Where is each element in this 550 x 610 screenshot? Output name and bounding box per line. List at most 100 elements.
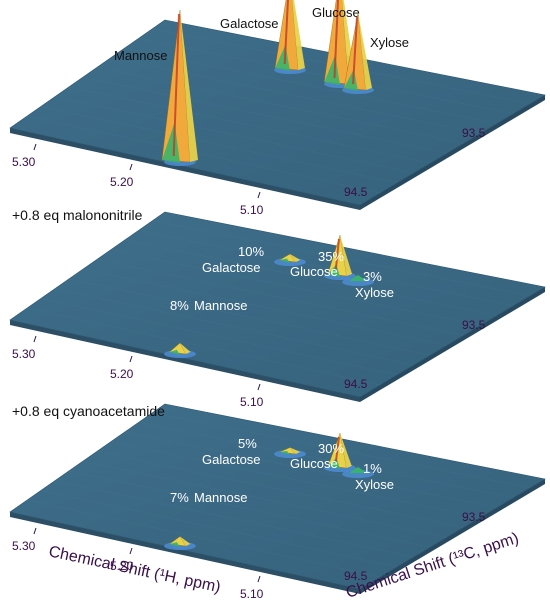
peak-ridge bbox=[333, 0, 340, 79]
x-tick-mark bbox=[33, 527, 37, 535]
x-tick-mark bbox=[129, 547, 133, 555]
peak-label-galactose: Galactose bbox=[220, 16, 279, 31]
peak-cone-side bbox=[180, 343, 191, 354]
peak-label-glucose: Glucose bbox=[312, 5, 360, 20]
x-tick-mark bbox=[33, 335, 37, 343]
surface-noise-line bbox=[124, 431, 497, 508]
x-tick-mark bbox=[257, 191, 261, 199]
peak-cone-side bbox=[180, 10, 198, 162]
peak-cone-side bbox=[180, 536, 191, 546]
spectrum-surface bbox=[9, 403, 546, 590]
surface-noise-line bbox=[26, 115, 381, 194]
y-tick-label: 94.5 bbox=[344, 569, 368, 583]
surface-noise-line bbox=[68, 86, 431, 164]
peak-ridge bbox=[172, 13, 180, 157]
surface-noise-line bbox=[138, 230, 514, 306]
y-tick-label: 93.5 bbox=[462, 126, 486, 140]
surface-noise-line bbox=[68, 470, 431, 548]
surface-noise-line bbox=[40, 490, 398, 568]
surface-noise-line bbox=[110, 441, 481, 518]
x-tick-label: 5.20 bbox=[110, 175, 134, 189]
surface-front-edge bbox=[10, 512, 360, 594]
surface-noise-line bbox=[54, 288, 414, 366]
surface-noise-line bbox=[40, 298, 398, 376]
surface-side-edge bbox=[360, 287, 545, 402]
peak-label-glucose: Glucose bbox=[290, 264, 338, 279]
surface-noise-line bbox=[54, 480, 414, 558]
surface-noise-line bbox=[138, 422, 514, 498]
spectrum-panel-2: 8% Mannose 10%Galactose 35%Glucose 3%Xylose 5… bbox=[9, 211, 546, 409]
peak-percent-glucose: 30% bbox=[318, 441, 344, 456]
x-tick-label: 5.30 bbox=[12, 347, 36, 361]
peak-percent-xylose: 3% bbox=[363, 269, 382, 284]
peak-percent-mannose: 8% bbox=[170, 298, 189, 313]
panel-label-cyanoacetamide: +0.8 eq cyanoacetamide bbox=[12, 403, 165, 419]
peak-label-mannose: Mannose bbox=[194, 298, 247, 313]
peak-cone-side bbox=[290, 447, 301, 454]
spectrum-panel-1: Mannose Galactose Glucose Xylose 5.30 5.20 5.1… bbox=[9, 0, 546, 217]
peak-cone-side bbox=[358, 13, 372, 90]
x-tick-label: 5.10 bbox=[240, 587, 264, 601]
peak-cone-side bbox=[340, 433, 352, 468]
surface-front-edge bbox=[10, 320, 360, 402]
peak-label-xylose: Xylose bbox=[355, 285, 394, 300]
peak-ridge bbox=[283, 0, 289, 65]
x-tick-mark bbox=[257, 575, 261, 583]
peak-small-green bbox=[349, 275, 367, 281]
surface-noise-line bbox=[96, 67, 464, 144]
surface-noise-line bbox=[40, 106, 398, 184]
x-tick-mark bbox=[33, 143, 37, 151]
surface-noise-line bbox=[96, 451, 464, 528]
surface-noise-line bbox=[110, 249, 481, 326]
x-tick-mark bbox=[129, 163, 133, 171]
x-tick-mark bbox=[129, 355, 133, 363]
surface-noise-line bbox=[82, 460, 448, 538]
surface-side-edge bbox=[360, 95, 545, 210]
peak-ridge bbox=[334, 436, 340, 463]
peak-percent-xylose: 1% bbox=[363, 461, 382, 476]
surface-noise-line bbox=[82, 268, 448, 346]
surface-front-edge bbox=[10, 128, 360, 210]
spectrum-panel-3: 7% Mannose 5%Galactose 30%Glucose 1%Xylose 5.… bbox=[9, 403, 546, 601]
y-tick-label: 93.5 bbox=[462, 318, 486, 332]
peak-cone-side bbox=[290, 254, 301, 262]
surface-noise-line bbox=[68, 278, 431, 356]
spectrum-surface bbox=[9, 19, 546, 206]
peak-base-shadow bbox=[342, 278, 374, 286]
peak-label-xylose: Xylose bbox=[370, 35, 409, 50]
surface-noise-line bbox=[54, 96, 414, 174]
x-tick-label: 5.10 bbox=[240, 203, 264, 217]
surface-side-edge bbox=[360, 479, 545, 594]
peak-percent-galactose: 10% bbox=[238, 244, 264, 259]
peak-cone-base-green bbox=[169, 542, 180, 547]
x-tick-label: 5.20 bbox=[110, 367, 134, 381]
peak-label-mannose: Mannose bbox=[114, 48, 167, 63]
x-tick-mark bbox=[257, 383, 261, 391]
surface-noise-line bbox=[124, 47, 497, 124]
peak-base-shadow bbox=[342, 470, 374, 478]
x-tick-label: 5.30 bbox=[12, 155, 36, 169]
peak-cone-side bbox=[340, 235, 353, 276]
x-tick-label: 5.20 bbox=[110, 559, 134, 573]
surface-noise-line bbox=[26, 499, 381, 578]
peak-percent-glucose: 35% bbox=[318, 249, 344, 264]
peak-label-xylose: Xylose bbox=[355, 477, 394, 492]
surface-noise-line bbox=[82, 76, 448, 154]
x-tick-label: 5.30 bbox=[12, 539, 36, 553]
peak-percent-mannose: 7% bbox=[170, 490, 189, 505]
peak-label-galactose: Galactose bbox=[202, 260, 261, 275]
peak-cone-base-green bbox=[279, 450, 290, 455]
y-tick-label: 94.5 bbox=[344, 377, 368, 391]
surface-noise-line bbox=[110, 57, 481, 134]
peak-label-glucose: Glucose bbox=[290, 456, 338, 471]
x-tick-label: 5.10 bbox=[240, 395, 264, 409]
peak-label-galactose: Galactose bbox=[202, 452, 261, 467]
peak-cone-base-green bbox=[169, 349, 180, 355]
peak-small-green bbox=[349, 467, 367, 473]
surface-noise-line bbox=[124, 239, 497, 316]
peak-cone-side bbox=[292, 0, 305, 70]
spectrum-surface bbox=[9, 211, 546, 398]
peak-label-mannose: Mannose bbox=[194, 490, 247, 505]
